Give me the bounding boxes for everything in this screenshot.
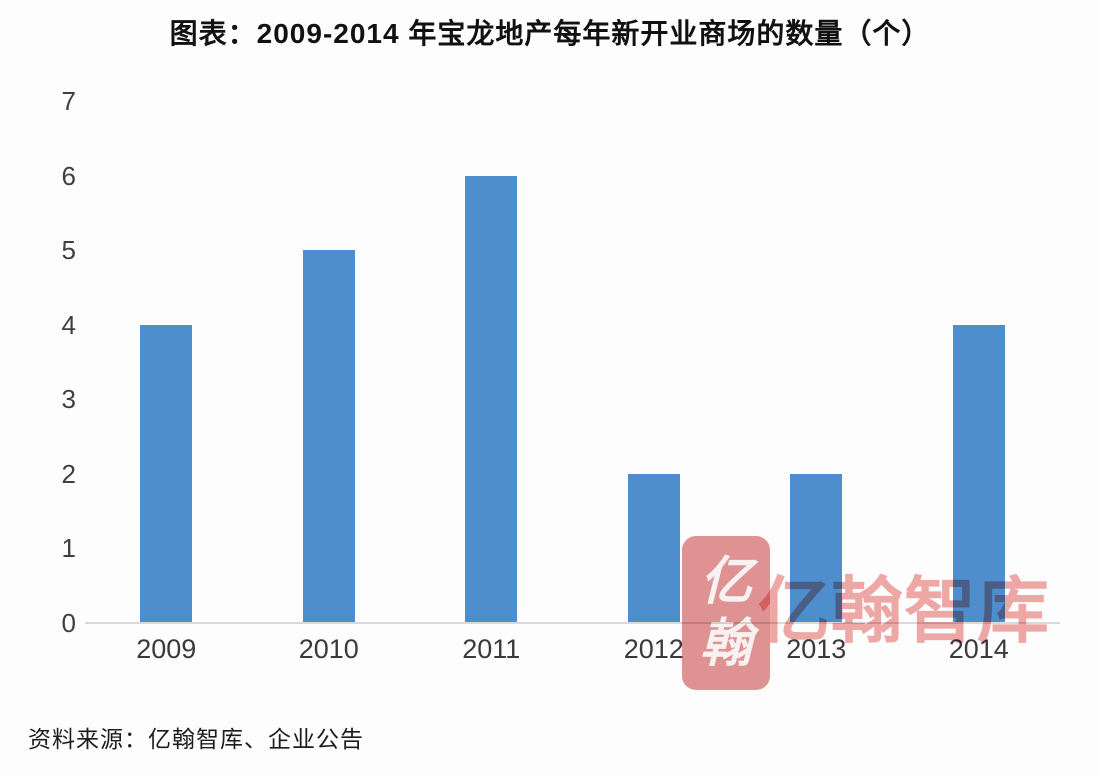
y-tick-label: 6: [61, 160, 76, 191]
y-tick-label: 3: [61, 384, 76, 415]
bar-2012: [627, 473, 680, 623]
x-tick-label: 2011: [462, 634, 521, 664]
x-tick-label: 2012: [623, 634, 684, 664]
y-tick-label: 5: [61, 235, 76, 266]
seal-char-bottom: 翰: [699, 615, 752, 673]
bar-2010: [302, 250, 355, 623]
x-tick-label: 2009: [136, 634, 197, 664]
chart-title: 图表：2009-2014 年宝龙地产每年新开业商场的数量（个）: [169, 18, 931, 49]
source-note: 资料来源：亿翰智库、企业公告: [28, 726, 364, 752]
watermark-text: 亿翰智库: [758, 572, 1051, 652]
watermark-seal-logo: 亿 翰: [682, 536, 770, 690]
bar-2014: [952, 324, 1005, 623]
x-axis-line: [85, 622, 1060, 624]
seal-char-top: 亿: [699, 553, 752, 611]
x-tick-label: 2013: [786, 634, 847, 664]
y-tick-label: 7: [61, 86, 76, 116]
bar-2009: [140, 324, 193, 623]
y-tick-label: 4: [61, 309, 76, 340]
y-tick-label: 1: [61, 533, 76, 564]
y-tick-label: 0: [61, 608, 76, 638]
bar-2011: [465, 175, 518, 623]
x-tick-label: 2014: [948, 634, 1009, 664]
bar-2013: [790, 473, 843, 623]
y-tick-label: 2: [61, 458, 76, 489]
x-tick-label: 2010: [298, 634, 359, 664]
